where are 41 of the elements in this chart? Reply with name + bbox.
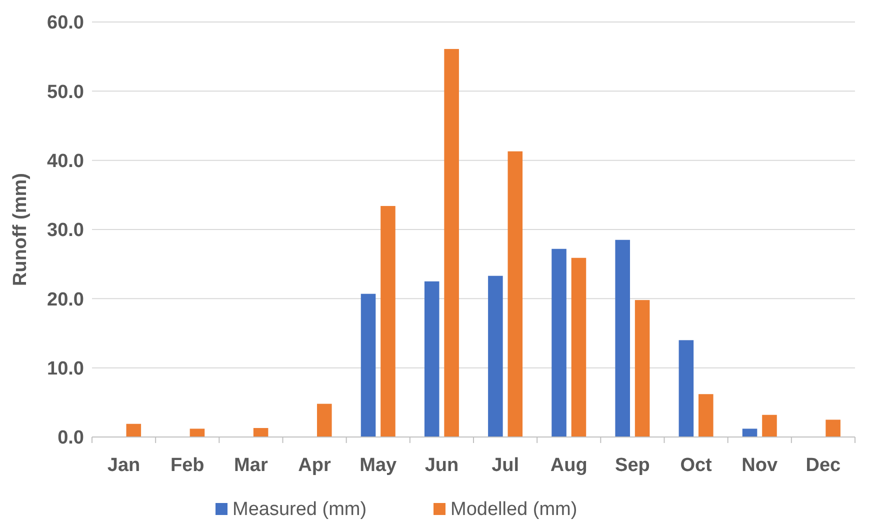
x-tick-label: May (360, 455, 398, 476)
y-tick-label: 50.0 (47, 82, 84, 103)
bar (634, 300, 650, 437)
y-tick-label: 10.0 (47, 358, 84, 380)
bar (742, 428, 758, 437)
bar (488, 276, 503, 437)
bar (317, 404, 332, 437)
y-tick-label: 60.0 (47, 12, 84, 34)
bar (253, 428, 268, 437)
x-tick-label: Dec (806, 455, 842, 476)
x-tick-label: Jun (424, 455, 459, 476)
bar (762, 414, 777, 437)
bar (444, 48, 459, 437)
bar (190, 428, 205, 437)
bar (360, 294, 376, 437)
bar (552, 248, 566, 437)
bar (615, 240, 630, 437)
y-tick-label: 0.0 (58, 428, 84, 449)
y-tick-label: 20.0 (47, 289, 84, 310)
bar (678, 340, 694, 437)
bar (424, 281, 440, 437)
y-tick-label: 40.0 (47, 150, 84, 172)
x-tick-label: Mar (234, 455, 268, 476)
x-tick-label: Apr (298, 455, 332, 476)
y-tick-label: 30.0 (47, 220, 84, 242)
legend-label: Modelled (mm) (450, 499, 578, 520)
bar (698, 394, 714, 437)
bar (380, 206, 396, 437)
x-tick-label: Jul (492, 455, 520, 476)
legend-label: Measured (mm) (232, 499, 367, 520)
x-tick-label: Sep (615, 455, 650, 476)
bar (126, 424, 142, 437)
y-axis-title: Runoff (mm) (10, 173, 31, 286)
bar (571, 258, 586, 437)
x-tick-label: Jan (107, 455, 140, 476)
x-tick-label: Nov (742, 455, 778, 476)
x-tick-label: Oct (680, 455, 713, 476)
x-tick-label: Feb (170, 455, 204, 476)
bar (508, 151, 523, 437)
x-tick-label: Aug (550, 455, 588, 476)
bar (826, 420, 840, 437)
